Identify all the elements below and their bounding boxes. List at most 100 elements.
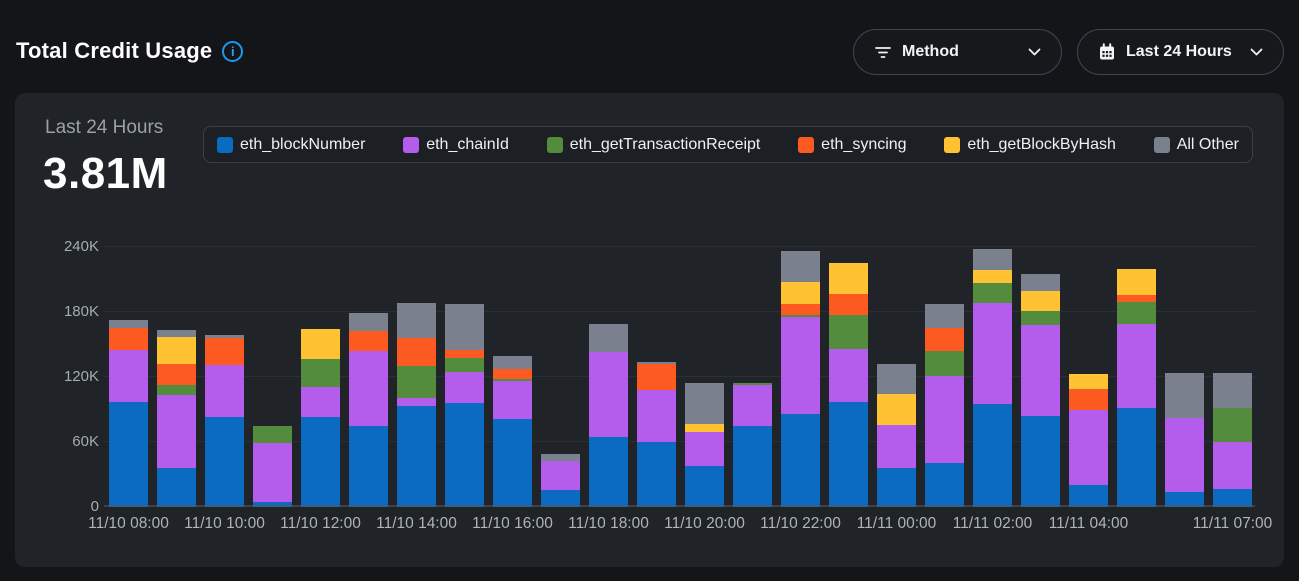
bar-segment-eth_chainId[interactable] — [349, 350, 388, 426]
bar-segment-eth_blockNumber[interactable] — [925, 462, 964, 507]
stacked-bar[interactable] — [205, 334, 244, 507]
stacked-bar[interactable] — [1165, 372, 1204, 507]
bar-segment-eth_getTransactionReceipt[interactable] — [397, 366, 436, 398]
bar-segment-eth_getBlockByHash[interactable] — [829, 263, 868, 294]
bar-segment-eth_chainId[interactable] — [973, 303, 1012, 405]
bar-segment-eth_blockNumber[interactable] — [493, 419, 532, 507]
bar-segment-eth_chainId[interactable] — [781, 317, 820, 414]
bar-segment-eth_getTransactionReceipt[interactable] — [1213, 408, 1252, 443]
bar-segment-eth_getTransactionReceipt[interactable] — [973, 282, 1012, 304]
bar-segment-All-Other[interactable] — [1213, 372, 1252, 409]
bar-segment-eth_chainId[interactable] — [925, 375, 964, 463]
bar-segment-eth_syncing[interactable] — [781, 304, 820, 316]
bar-segment-eth_blockNumber[interactable] — [1021, 416, 1060, 507]
bar-segment-eth_getTransactionReceipt[interactable] — [301, 358, 340, 387]
stacked-bar[interactable] — [1021, 274, 1060, 507]
bar-segment-eth_chainId[interactable] — [1213, 442, 1252, 489]
bar-segment-eth_blockNumber[interactable] — [397, 406, 436, 507]
bar-segment-eth_getTransactionReceipt[interactable] — [253, 425, 292, 444]
bar-segment-eth_syncing[interactable] — [1117, 294, 1156, 303]
legend-item-eth_blockNumber[interactable]: eth_blockNumber — [217, 136, 365, 154]
bar-segment-eth_syncing[interactable] — [349, 331, 388, 351]
stacked-bar[interactable] — [781, 251, 820, 507]
bar-segment-All-Other[interactable] — [109, 319, 148, 329]
bar-segment-eth_getTransactionReceipt[interactable] — [925, 351, 964, 376]
bar-segment-All-Other[interactable] — [1021, 274, 1060, 292]
bar-segment-eth_chainId[interactable] — [301, 386, 340, 418]
bar-segment-eth_chainId[interactable] — [685, 432, 724, 466]
bar-segment-eth_blockNumber[interactable] — [205, 417, 244, 507]
stacked-bar[interactable] — [541, 454, 580, 507]
bar-segment-All-Other[interactable] — [685, 383, 724, 424]
bar-segment-eth_syncing[interactable] — [1069, 388, 1108, 410]
bar-segment-eth_getTransactionReceipt[interactable] — [733, 383, 772, 385]
stacked-bar[interactable] — [685, 383, 724, 507]
bar-segment-eth_syncing[interactable] — [157, 364, 196, 385]
bar-segment-eth_blockNumber[interactable] — [685, 465, 724, 507]
bar-segment-eth_syncing[interactable] — [493, 369, 532, 380]
bar-segment-eth_chainId[interactable] — [109, 349, 148, 402]
bar-segment-eth_chainId[interactable] — [157, 395, 196, 468]
time-range-dropdown[interactable]: Last 24 Hours — [1077, 29, 1284, 75]
stacked-bar[interactable] — [109, 319, 148, 507]
bar-segment-eth_blockNumber[interactable] — [1213, 488, 1252, 507]
bar-segment-eth_chainId[interactable] — [205, 365, 244, 418]
bar-segment-eth_chainId[interactable] — [253, 443, 292, 502]
bar-segment-eth_blockNumber[interactable] — [445, 403, 484, 507]
bar-segment-All-Other[interactable] — [349, 313, 388, 332]
legend-item-eth_chainId[interactable]: eth_chainId — [403, 136, 509, 154]
bar-segment-eth_blockNumber[interactable] — [541, 489, 580, 507]
bar-segment-eth_getBlockByHash[interactable] — [685, 423, 724, 433]
bar-segment-eth_getTransactionReceipt[interactable] — [829, 315, 868, 349]
bar-segment-eth_getBlockByHash[interactable] — [1069, 373, 1108, 389]
bar-segment-eth_chainId[interactable] — [829, 348, 868, 402]
bar-segment-eth_getBlockByHash[interactable] — [1117, 268, 1156, 295]
bar-segment-eth_blockNumber[interactable] — [349, 425, 388, 507]
legend-item-eth_getTransactionReceipt[interactable]: eth_getTransactionReceipt — [546, 136, 760, 154]
bar-segment-eth_syncing[interactable] — [205, 338, 244, 366]
bar-segment-All-Other[interactable] — [205, 334, 244, 339]
legend-item-eth_syncing[interactable]: eth_syncing — [798, 136, 907, 154]
legend-item-All-Other[interactable]: All Other — [1153, 136, 1239, 154]
bar-segment-eth_chainId[interactable] — [589, 352, 628, 437]
bar-segment-All-Other[interactable] — [397, 303, 436, 338]
stacked-bar[interactable] — [493, 356, 532, 507]
bar-segment-eth_syncing[interactable] — [637, 364, 676, 390]
stacked-bar[interactable] — [829, 263, 868, 507]
bar-segment-eth_syncing[interactable] — [829, 293, 868, 316]
bar-segment-eth_blockNumber[interactable] — [1069, 485, 1108, 507]
bar-segment-eth_blockNumber[interactable] — [877, 468, 916, 507]
bar-segment-All-Other[interactable] — [445, 304, 484, 350]
bar-segment-All-Other[interactable] — [157, 330, 196, 337]
stacked-bar[interactable] — [397, 303, 436, 507]
bar-segment-All-Other[interactable] — [541, 454, 580, 461]
bar-segment-All-Other[interactable] — [973, 249, 1012, 270]
bar-segment-eth_syncing[interactable] — [109, 328, 148, 350]
bar-segment-All-Other[interactable] — [589, 323, 628, 353]
stacked-bar[interactable] — [445, 304, 484, 507]
bar-segment-eth_getTransactionReceipt[interactable] — [445, 357, 484, 372]
bar-segment-eth_chainId[interactable] — [493, 381, 532, 420]
bar-segment-All-Other[interactable] — [925, 304, 964, 329]
bar-segment-eth_blockNumber[interactable] — [733, 425, 772, 507]
stacked-bar[interactable] — [589, 323, 628, 507]
method-filter-dropdown[interactable]: Method — [853, 29, 1062, 75]
bar-segment-eth_getTransactionReceipt[interactable] — [1117, 302, 1156, 324]
bar-segment-eth_getTransactionReceipt[interactable] — [493, 379, 532, 382]
bar-segment-eth_getTransactionReceipt[interactable] — [781, 315, 820, 318]
bar-segment-All-Other[interactable] — [637, 361, 676, 364]
bar-segment-All-Other[interactable] — [493, 356, 532, 370]
bar-segment-eth_chainId[interactable] — [733, 384, 772, 426]
bar-segment-eth_blockNumber[interactable] — [973, 404, 1012, 507]
bar-segment-eth_chainId[interactable] — [541, 460, 580, 490]
bar-segment-eth_blockNumber[interactable] — [1117, 408, 1156, 507]
stacked-bar[interactable] — [157, 330, 196, 507]
stacked-bar[interactable] — [925, 304, 964, 507]
bar-segment-eth_getBlockByHash[interactable] — [301, 329, 340, 359]
bar-segment-eth_chainId[interactable] — [1165, 418, 1204, 492]
bar-segment-All-Other[interactable] — [877, 364, 916, 395]
bar-segment-eth_syncing[interactable] — [925, 328, 964, 352]
bar-segment-eth_chainId[interactable] — [1117, 323, 1156, 409]
stacked-bar[interactable] — [1213, 372, 1252, 507]
bar-segment-eth_blockNumber[interactable] — [1165, 491, 1204, 507]
